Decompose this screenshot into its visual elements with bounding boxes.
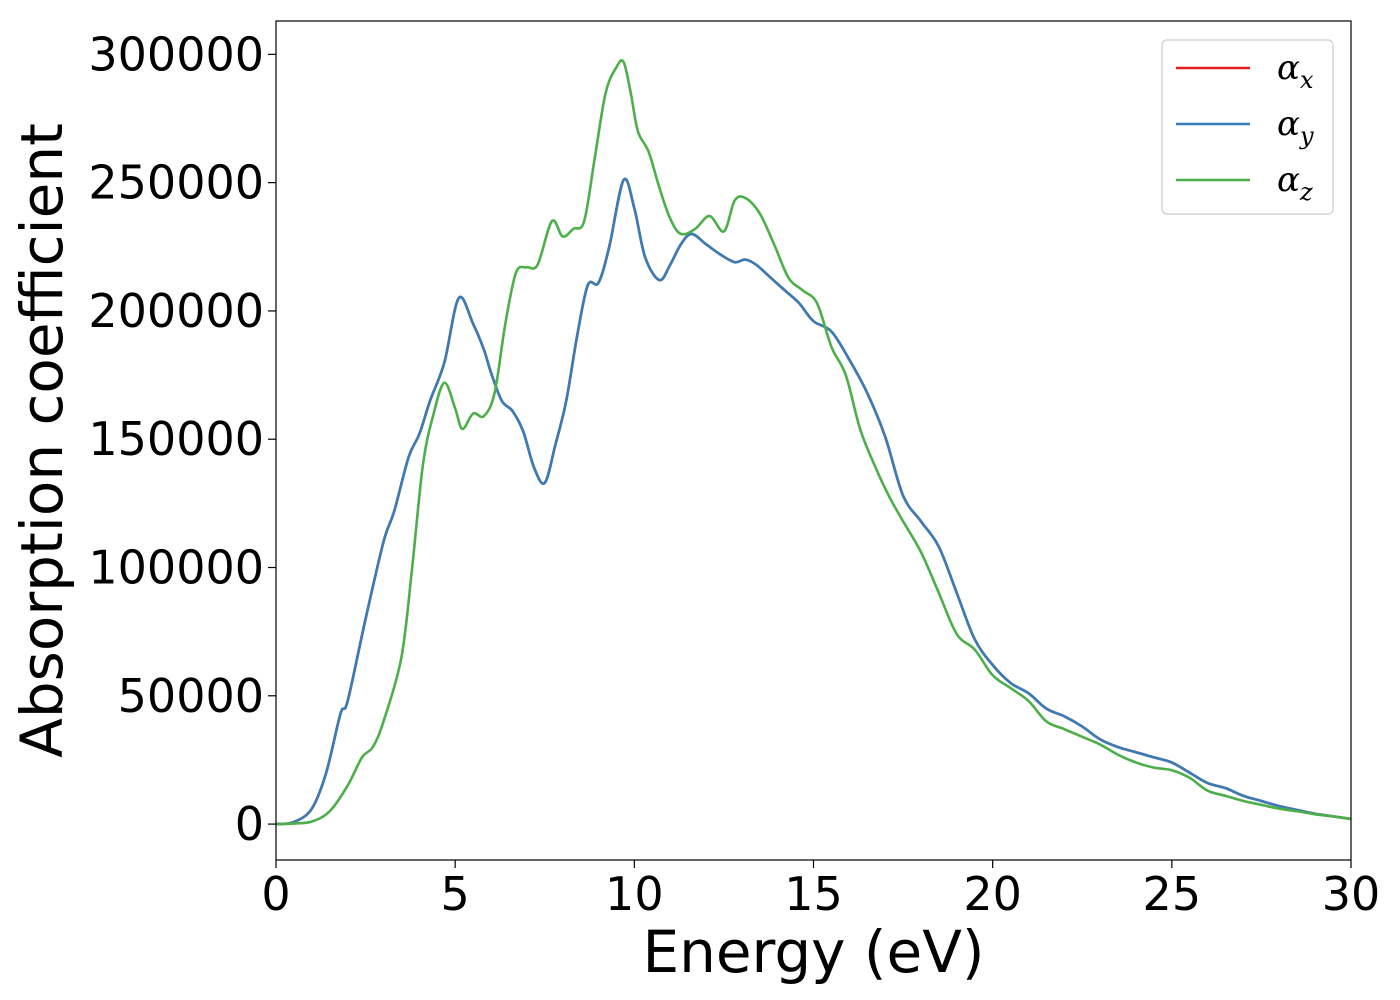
legend-label-subscript: x [1300, 66, 1314, 94]
legend-label-base: α [1277, 48, 1300, 88]
y-axis-title: Absorption coefficient [8, 123, 76, 758]
x-tick-label: 25 [1143, 867, 1202, 921]
series-line-z [275, 59, 1352, 826]
x-tick-label: 0 [261, 867, 290, 921]
x-tick-label: 5 [441, 867, 470, 921]
x-tick-label: 15 [784, 867, 843, 921]
legend-label-base: α [1277, 104, 1300, 144]
series-line-y [275, 177, 1352, 826]
x-axis-title: Energy (eV) [642, 918, 984, 986]
series-line-x [275, 177, 1352, 826]
legend-box [1161, 39, 1334, 215]
y-tick-label: 250000 [88, 156, 264, 210]
y-ticks: 0 50000 100000 150000 200000 250000 300000 [88, 27, 276, 851]
legend-label-subscript: z [1299, 178, 1313, 206]
legend-label-base: α [1277, 160, 1300, 200]
y-tick-label: 0 [235, 797, 264, 851]
legend-label-y: αy [1277, 104, 1314, 150]
y-tick-label: 100000 [88, 541, 264, 595]
x-tick-label: 10 [605, 867, 664, 921]
y-tick-label: 200000 [88, 284, 264, 338]
y-tick-label: 50000 [118, 669, 264, 723]
y-tick-label: 150000 [88, 412, 264, 466]
x-ticks: 0 5 10 15 20 25 30 [261, 860, 1380, 921]
legend-label-subscript: y [1299, 122, 1314, 150]
legend-label-x: αx [1277, 48, 1314, 94]
legend-label-z: αz [1277, 160, 1313, 206]
x-tick-label: 20 [963, 867, 1022, 921]
series-group [275, 59, 1352, 826]
x-tick-label: 30 [1322, 867, 1381, 921]
y-tick-label: 300000 [88, 27, 264, 81]
